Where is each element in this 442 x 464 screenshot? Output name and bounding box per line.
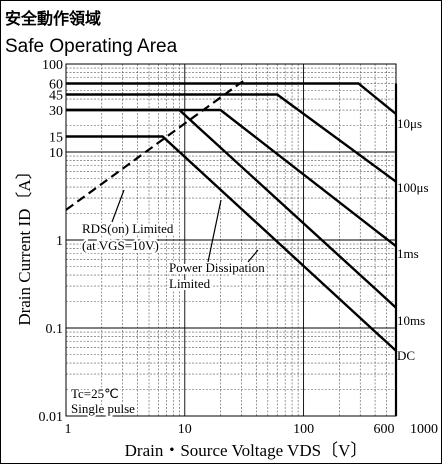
y-tick-label: 15: [49, 131, 63, 146]
grid: [66, 64, 396, 416]
x-tick-label: 600: [374, 422, 395, 437]
series-line-4: [66, 135, 397, 352]
x-tick-label: 100: [293, 422, 314, 437]
y-tick-label: 60: [49, 78, 63, 93]
x-tick-label: 10: [178, 422, 192, 437]
series-label-0: 10μs: [397, 116, 422, 131]
x-tick-label: 1000: [410, 422, 438, 437]
rds-leader-line: [111, 189, 125, 223]
series-label-4: DC: [397, 348, 415, 363]
series-line-1: [66, 93, 397, 183]
rds-on-limited-label-line: RDS(on) Limited: [82, 221, 174, 236]
rds-on-limited-label-line: (at VGS=10V): [82, 238, 159, 253]
series-label-1: 100μs: [397, 180, 429, 195]
y-tick-label: 0.1: [46, 322, 64, 337]
x-tick-label: 1: [65, 422, 72, 437]
series-label-2: 1ms: [397, 246, 419, 261]
annotations: RDS(on) Limited (at VGS=10V) Power Dissipa…: [69, 189, 267, 418]
y-tick-label: 1: [56, 234, 63, 249]
conditions-label-line: Single pulse: [71, 401, 135, 416]
y-tick-label: 30: [49, 104, 63, 119]
series-line-6: [65, 77, 248, 211]
series-layer: 10μs 100μs 1ms 10ms DC: [65, 77, 430, 416]
y-tick-label: 45: [49, 89, 63, 104]
power-dissipation-limited-label-line: Limited: [169, 276, 211, 291]
pd-leader-line-1: [207, 199, 222, 263]
x-axis-label: Drain・Source Voltage VDS〔V〕: [125, 441, 368, 460]
conditions-label-line: Tc=25℃: [71, 386, 119, 401]
rds-on-limited-label: RDS(on) Limited (at VGS=10V): [80, 219, 176, 255]
chart-title-english: Safe Operating Area: [5, 36, 178, 57]
y-tick-label: 100: [42, 58, 63, 73]
y-tick-label: 10: [49, 146, 63, 161]
chart-title-japanese: 安全動作領域: [5, 9, 102, 28]
y-tick-label: 0.01: [39, 410, 64, 425]
pd-leader-line-2: [247, 249, 259, 263]
series-line-3: [66, 108, 397, 309]
y-axis-label: Drain Current ID〔A〕: [15, 162, 34, 325]
series-label-3: 10ms: [397, 313, 425, 328]
power-dissipation-limited-label-line: Power Dissipation: [169, 260, 265, 275]
series-line-0: [66, 82, 397, 115]
